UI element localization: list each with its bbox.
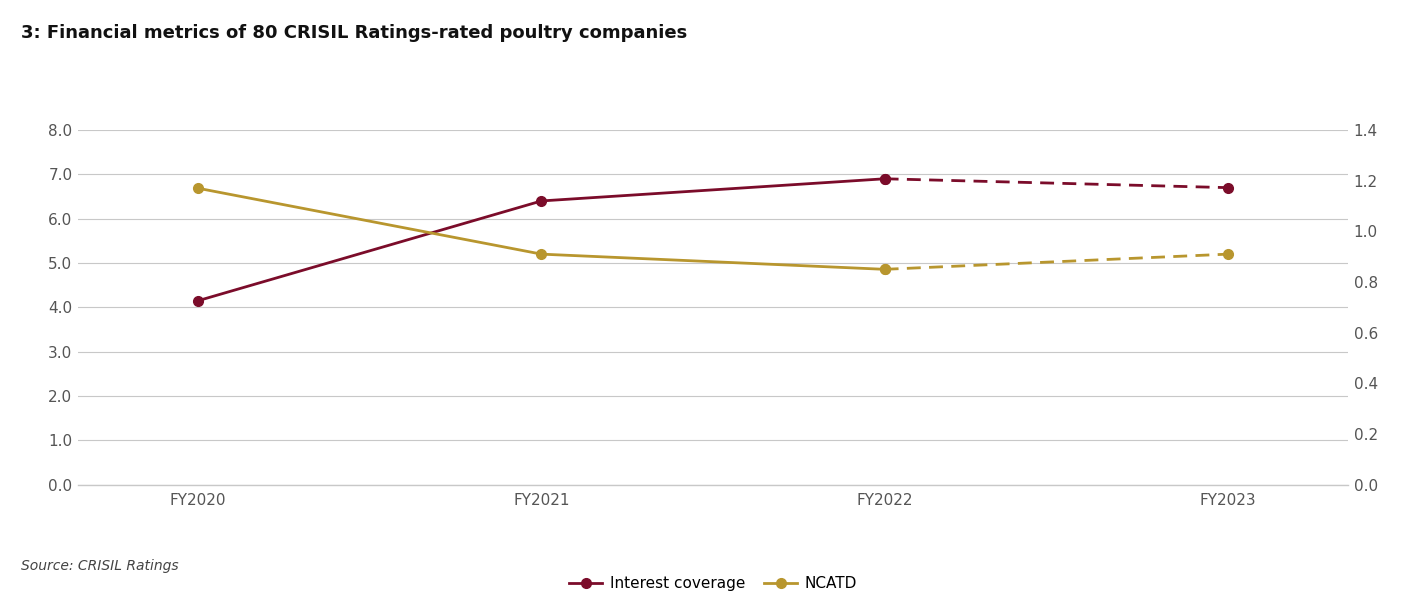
Text: 3: Financial metrics of 80 CRISIL Ratings-rated poultry companies: 3: Financial metrics of 80 CRISIL Rating…: [21, 24, 688, 41]
Legend: Interest coverage, NCATD: Interest coverage, NCATD: [563, 570, 863, 591]
Text: Source: CRISIL Ratings: Source: CRISIL Ratings: [21, 559, 179, 573]
